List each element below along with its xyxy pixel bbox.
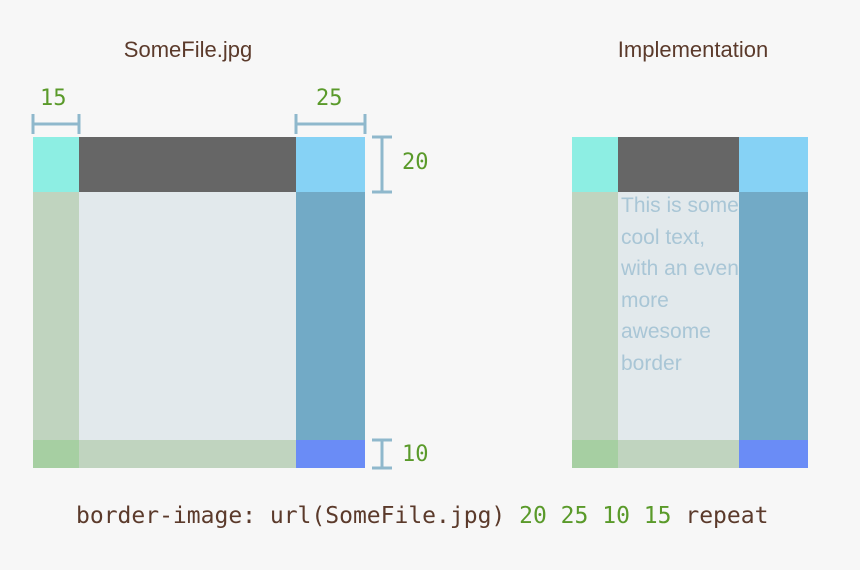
impl-bottom-left <box>572 440 618 468</box>
code-value-left: 15 <box>643 503 672 529</box>
impl-bottom-right <box>739 440 808 468</box>
code-value-right: 25 <box>560 503 589 529</box>
impl-top-right <box>739 137 808 192</box>
slice-bottom <box>79 440 296 468</box>
slice-right <box>296 192 365 440</box>
impl-bottom <box>618 440 739 468</box>
dim-bottom-label: 10 <box>402 442 429 467</box>
dim-left-label: 15 <box>40 86 67 111</box>
slice-bottom-left <box>33 440 79 468</box>
code-value-bottom: 10 <box>602 503 630 529</box>
slice-top <box>79 137 296 192</box>
implementation-text: This is some cool text, with an even mor… <box>621 194 739 375</box>
impl-top-left <box>572 137 618 192</box>
impl-right <box>739 192 808 440</box>
code-prefix: border-image: url(SomeFile.jpg) <box>76 503 520 529</box>
slice-left <box>33 192 79 440</box>
slice-top-right <box>296 137 365 192</box>
left-panel-title: SomeFile.jpg <box>123 37 253 62</box>
impl-top <box>618 137 739 192</box>
impl-center <box>618 192 739 440</box>
slice-bottom-right <box>296 440 365 468</box>
dim-right-label: 25 <box>316 86 343 111</box>
impl-left <box>572 192 618 440</box>
code-value-top: 20 <box>519 503 547 529</box>
css-code-line: border-image: url(SomeFile.jpg) 20 25 10… <box>76 503 768 529</box>
slice-center <box>79 192 296 440</box>
code-suffix: repeat <box>685 503 769 529</box>
slice-top-left <box>33 137 79 192</box>
right-panel-title: Implementation <box>617 37 769 62</box>
dim-top-label: 20 <box>402 150 429 175</box>
